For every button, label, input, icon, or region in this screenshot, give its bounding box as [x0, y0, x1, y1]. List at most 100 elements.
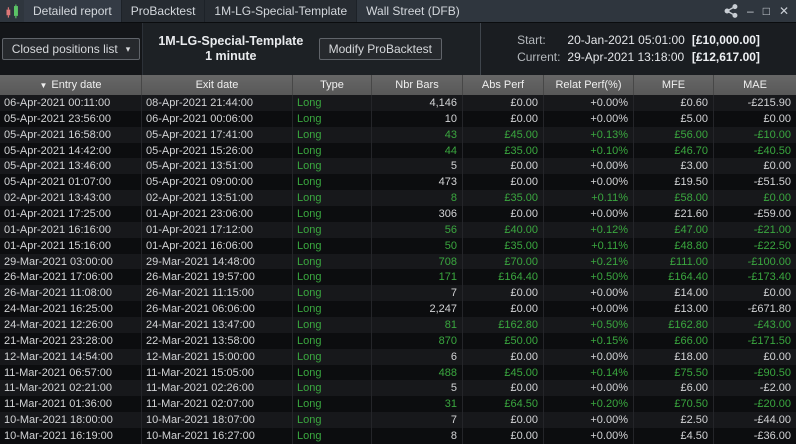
cell-type: Long — [292, 285, 371, 302]
position-row[interactable]: 05-Apr-2021 13:46:00 05-Apr-2021 13:51:00… — [0, 158, 796, 175]
cell-type: Long — [292, 221, 371, 238]
cell-mae: -£215.90 — [713, 95, 796, 111]
cell-mae: -£90.50 — [713, 364, 796, 381]
cell-nbr-bars: 44 — [371, 142, 462, 159]
column-header-relat-perf[interactable]: Relat Perf(%) — [543, 75, 633, 95]
cell-mae: -£171.50 — [713, 332, 796, 349]
position-row[interactable]: 01-Apr-2021 16:16:00 01-Apr-2021 17:12:00… — [0, 221, 796, 238]
cell-mae: -£59.00 — [713, 206, 796, 222]
report-toolbar: Closed positions list ▾ 1M-LG-Special-Te… — [0, 22, 796, 75]
cell-entry-date: 05-Apr-2021 16:58:00 — [4, 128, 112, 141]
modify-probacktest-button[interactable]: Modify ProBacktest — [318, 38, 442, 60]
position-row[interactable]: 11-Mar-2021 06:57:00 11-Mar-2021 15:05:00… — [0, 364, 796, 381]
cell-exit-date: 26-Mar-2021 06:06:00 — [141, 301, 292, 318]
cell-relat-perf: +0.00% — [543, 301, 633, 318]
position-row[interactable]: 10-Mar-2021 18:00:00 10-Mar-2021 18:07:00… — [0, 412, 796, 429]
cell-type: Long — [292, 301, 371, 318]
cell-nbr-bars: 50 — [371, 237, 462, 254]
cell-nbr-bars: 7 — [371, 412, 462, 429]
cell-type: Long — [292, 317, 371, 333]
cell-type: Long — [292, 364, 371, 381]
cell-type: Long — [292, 190, 371, 207]
view-selector-dropdown[interactable]: Closed positions list ▾ — [1, 38, 141, 60]
cell-nbr-bars: 306 — [371, 206, 462, 222]
current-label: Current: — [517, 50, 561, 64]
cell-entry-date: 05-Apr-2021 01:07:00 — [4, 176, 112, 189]
cell-relat-perf: +0.00% — [543, 412, 633, 429]
cell-exit-date: 08-Apr-2021 21:44:00 — [141, 95, 292, 111]
position-row[interactable]: 29-Mar-2021 03:00:00 29-Mar-2021 14:48:00… — [0, 253, 796, 270]
position-row[interactable]: 24-Mar-2021 12:26:00 24-Mar-2021 13:47:00… — [0, 317, 796, 333]
tab-wall-street-dfb[interactable]: Wall Street (DFB) — [366, 4, 460, 18]
cell-mae: -£36.00 — [713, 428, 796, 444]
position-row[interactable]: 05-Apr-2021 16:58:00 05-Apr-2021 17:41:00… — [0, 126, 796, 143]
cell-nbr-bars: 10 — [371, 110, 462, 127]
position-row[interactable]: 24-Mar-2021 16:25:00 26-Mar-2021 06:06:00… — [0, 301, 796, 318]
tab-1m-lg-special-template[interactable]: 1M-LG-Special-Template — [205, 0, 358, 22]
column-header-label: Entry date — [51, 79, 102, 91]
position-row[interactable]: 10-Mar-2021 16:19:00 10-Mar-2021 16:27:00… — [0, 428, 796, 444]
cell-nbr-bars: 5 — [371, 158, 462, 175]
position-row[interactable]: 11-Mar-2021 01:36:00 11-Mar-2021 02:07:00… — [0, 396, 796, 413]
position-row[interactable]: 01-Apr-2021 15:16:00 01-Apr-2021 16:06:00… — [0, 237, 796, 254]
cell-entry-date: 10-Mar-2021 18:00:00 — [4, 414, 113, 427]
cell-mfe: £111.00 — [633, 253, 713, 270]
cell-abs-perf: £0.00 — [462, 110, 543, 127]
cell-exit-date: 02-Apr-2021 13:51:00 — [141, 190, 292, 207]
template-name: 1M-LG-Special-Template — [158, 34, 304, 48]
cell-nbr-bars: 7 — [371, 285, 462, 302]
position-row[interactable]: 21-Mar-2021 23:28:00 22-Mar-2021 13:58:00… — [0, 332, 796, 349]
cell-mae: £0.00 — [713, 190, 796, 207]
column-header-mfe[interactable]: MFE — [633, 75, 713, 95]
column-header-entry-date[interactable]: ▼ Entry date — [0, 75, 141, 95]
position-row[interactable]: 05-Apr-2021 01:07:00 05-Apr-2021 09:00:00… — [0, 174, 796, 191]
cell-mfe: £162.80 — [633, 317, 713, 333]
cell-type: Long — [292, 110, 371, 127]
current-equity: [£12,617.00] — [691, 50, 760, 64]
cell-nbr-bars: 31 — [371, 396, 462, 413]
cell-entry-date: 01-Apr-2021 15:16:00 — [4, 239, 112, 252]
column-header-type[interactable]: Type — [292, 75, 371, 95]
minimize-button[interactable]: – — [747, 4, 754, 18]
cell-entry-date: 05-Apr-2021 23:56:00 — [4, 112, 112, 125]
cell-mfe: £4.50 — [633, 428, 713, 444]
cell-mfe: £2.50 — [633, 412, 713, 429]
position-row[interactable]: 12-Mar-2021 14:54:00 12-Mar-2021 15:00:00… — [0, 348, 796, 365]
cell-nbr-bars: 870 — [371, 332, 462, 349]
share-icon[interactable] — [724, 4, 738, 18]
cell-exit-date: 01-Apr-2021 16:06:00 — [141, 237, 292, 254]
tab-detailed-report[interactable]: Detailed report — [24, 0, 122, 22]
cell-type: Long — [292, 237, 371, 254]
positions-table-header: ▼ Entry date Exit date Type Nbr Bars Abs Perf… — [0, 75, 796, 95]
cell-relat-perf: +0.11% — [543, 190, 633, 207]
position-row[interactable]: 01-Apr-2021 17:25:00 01-Apr-2021 23:06:00… — [0, 206, 796, 222]
cell-mae: -£51.50 — [713, 174, 796, 191]
position-row[interactable]: 05-Apr-2021 14:42:00 05-Apr-2021 15:26:00… — [0, 142, 796, 159]
cell-exit-date: 10-Mar-2021 18:07:00 — [141, 412, 292, 429]
cell-relat-perf: +0.14% — [543, 364, 633, 381]
position-row[interactable]: 11-Mar-2021 02:21:00 11-Mar-2021 02:26:00… — [0, 380, 796, 397]
tab-probacktest[interactable]: ProBacktest — [121, 0, 206, 22]
cell-abs-perf: £0.00 — [462, 380, 543, 397]
column-header-nbr-bars[interactable]: Nbr Bars — [371, 75, 462, 95]
column-header-abs-perf[interactable]: Abs Perf — [462, 75, 543, 95]
position-row[interactable]: 06-Apr-2021 00:11:00 08-Apr-2021 21:44:00… — [0, 95, 796, 111]
position-row[interactable]: 05-Apr-2021 23:56:00 06-Apr-2021 00:06:00… — [0, 110, 796, 127]
cell-relat-perf: +0.50% — [543, 269, 633, 286]
cell-mfe: £6.00 — [633, 380, 713, 397]
close-button[interactable]: ✕ — [778, 4, 789, 18]
column-header-mae[interactable]: MAE — [713, 75, 796, 95]
cell-mfe: £14.00 — [633, 285, 713, 302]
cell-abs-perf: £0.00 — [462, 412, 543, 429]
cell-entry-date: 26-Mar-2021 17:06:00 — [4, 271, 113, 284]
cell-type: Long — [292, 142, 371, 159]
cell-mfe: £21.60 — [633, 206, 713, 222]
cell-mfe: £18.00 — [633, 348, 713, 365]
column-header-exit-date[interactable]: Exit date — [141, 75, 292, 95]
position-row[interactable]: 26-Mar-2021 17:06:00 26-Mar-2021 19:57:00… — [0, 269, 796, 286]
column-header-label: Relat Perf(%) — [555, 79, 622, 91]
maximize-button[interactable]: □ — [762, 4, 770, 18]
cell-entry-date: 05-Apr-2021 14:42:00 — [4, 144, 112, 157]
position-row[interactable]: 26-Mar-2021 11:08:00 26-Mar-2021 11:15:00… — [0, 285, 796, 302]
position-row[interactable]: 02-Apr-2021 13:43:00 02-Apr-2021 13:51:00… — [0, 190, 796, 207]
